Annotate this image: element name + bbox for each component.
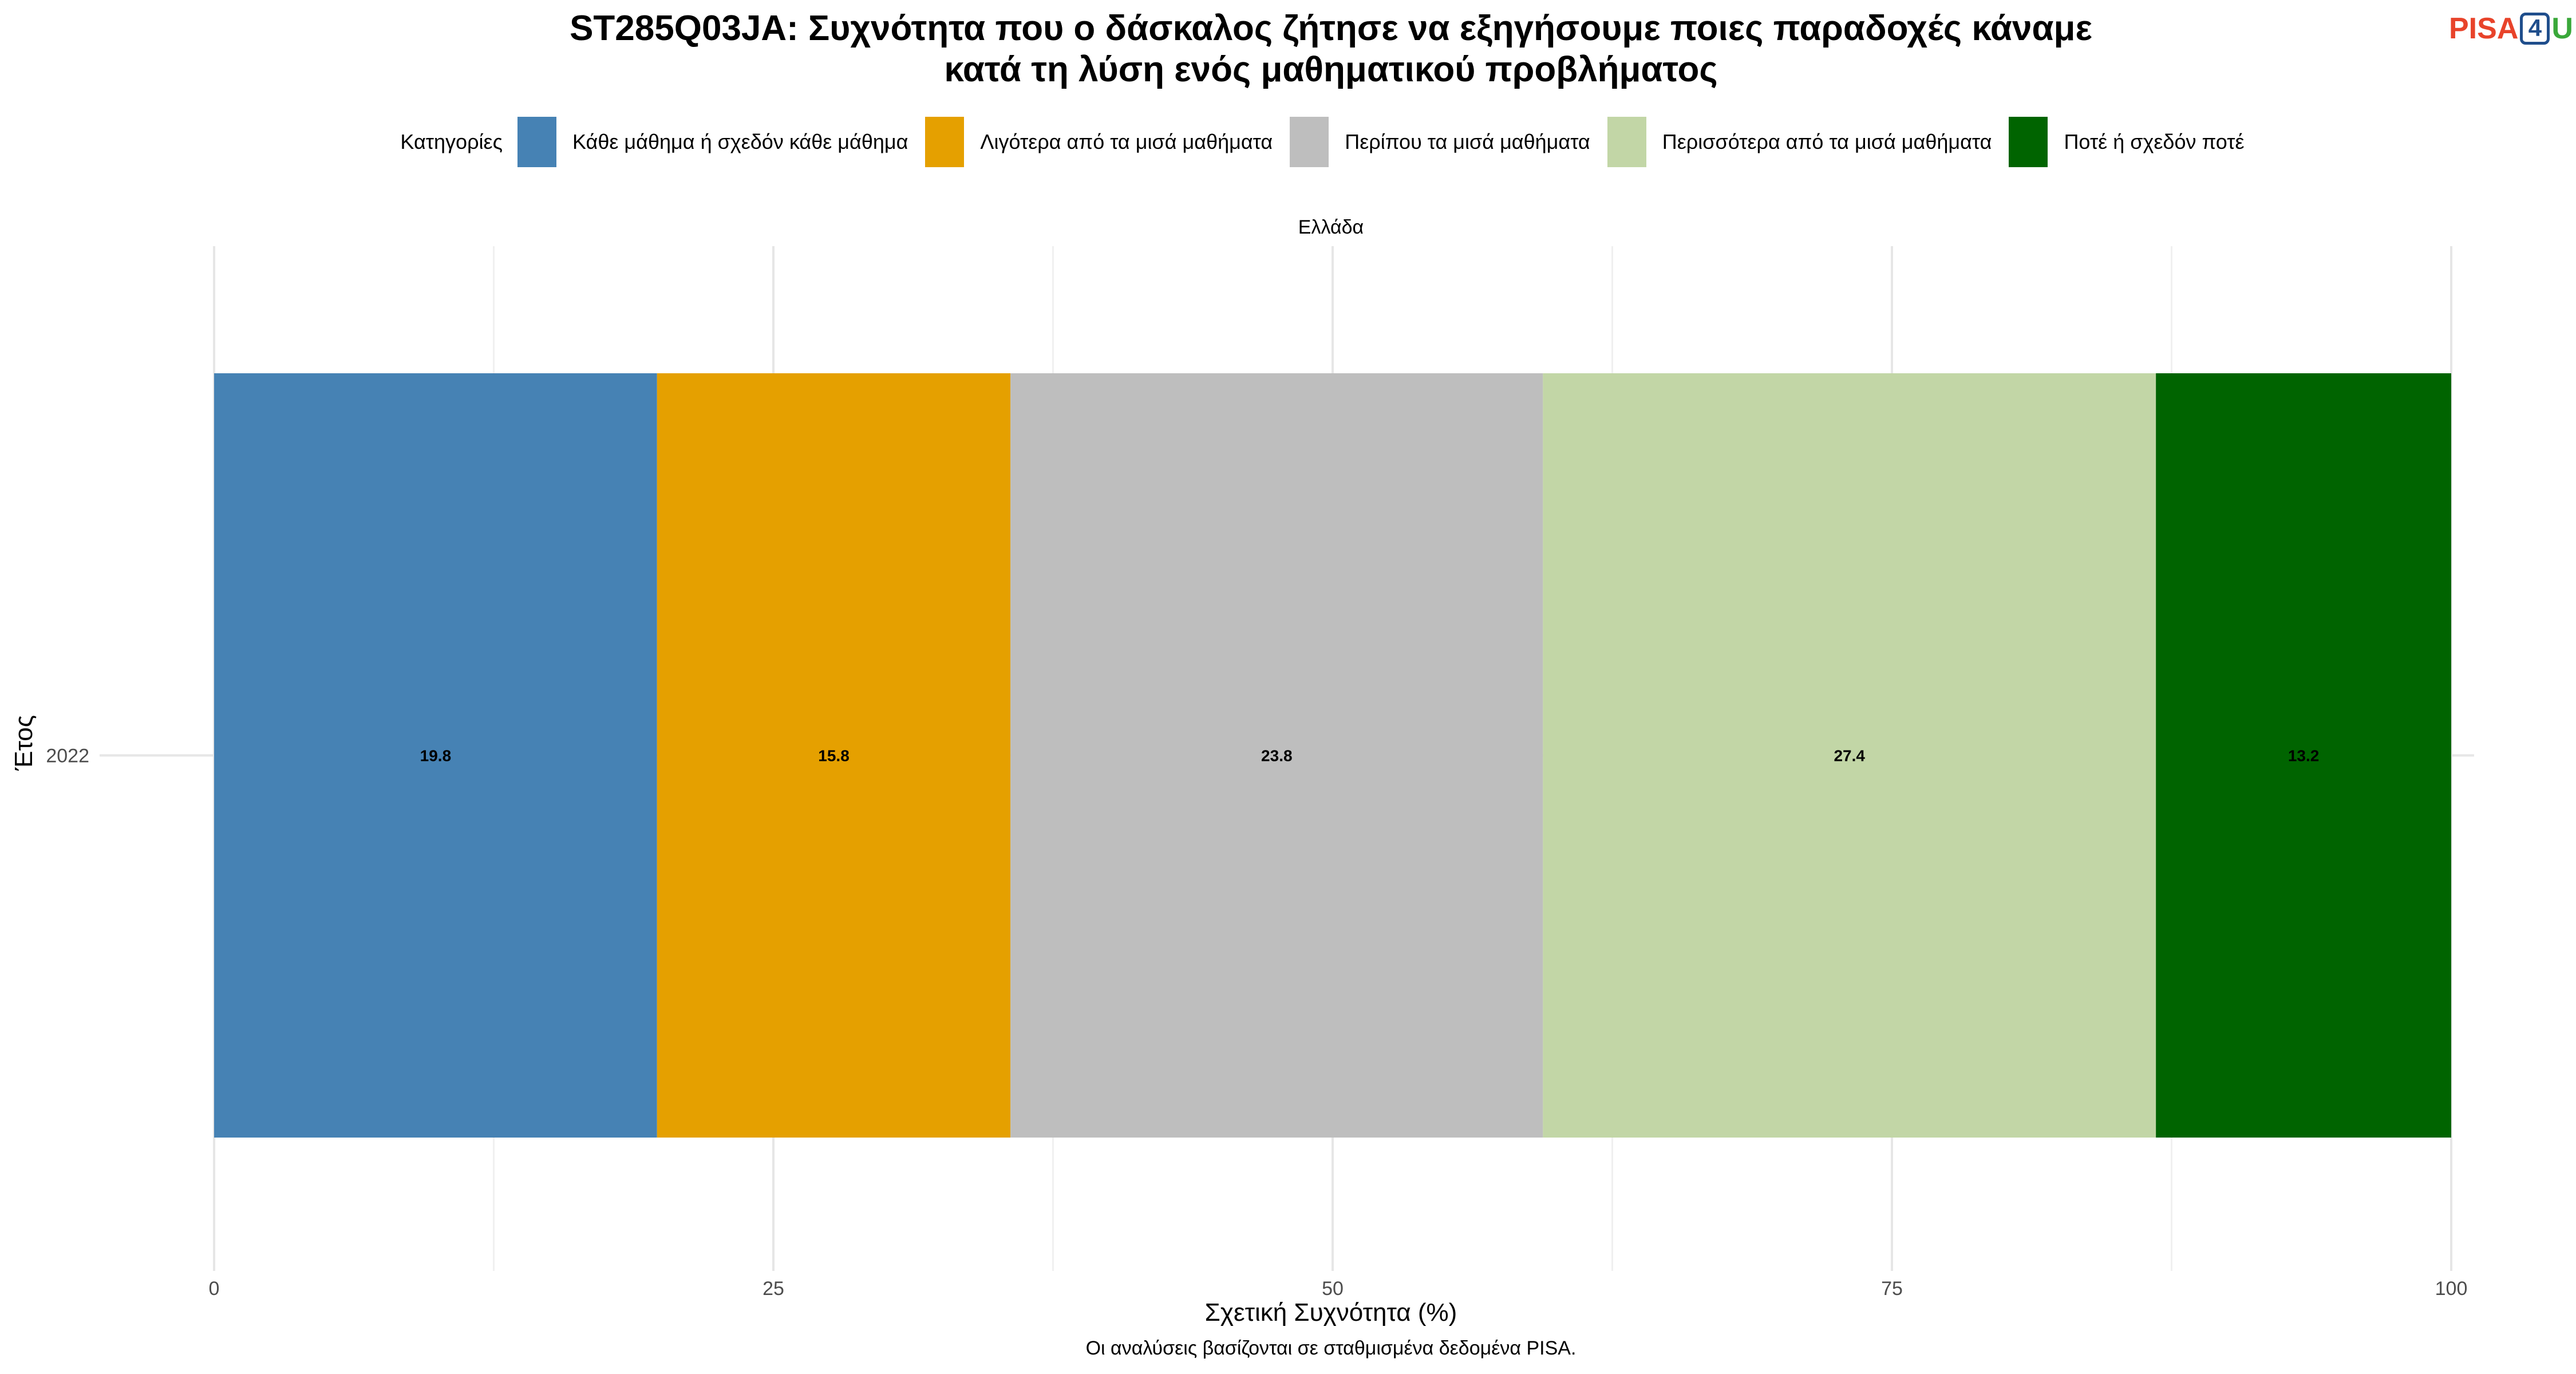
logo-pisa-text: PISA (2449, 12, 2519, 45)
bar-value-label: 19.8 (420, 747, 452, 765)
facet-label: Ελλάδα (1298, 216, 1364, 238)
logo-u-text: U (2551, 12, 2573, 45)
legend-item: Περισσότερα από τα μισά μαθήματα (1607, 117, 1992, 167)
x-tick-label: 50 (1322, 1278, 1344, 1300)
legend-swatch (925, 117, 965, 167)
legend-swatch (2009, 117, 2048, 167)
legend-label: Περίπου τα μισά μαθήματα (1345, 130, 1590, 153)
bar-value-label: 15.8 (818, 747, 850, 765)
bar-segment (214, 373, 657, 1138)
chart-caption: Οι αναλύσεις βασίζονται σε σταθμισμένα δ… (1085, 1337, 1577, 1359)
legend-label: Περισσότερα από τα μισά μαθήματα (1662, 130, 1992, 153)
bar-segment (1010, 373, 1543, 1138)
bar-value-label: 27.4 (1834, 747, 1865, 765)
chart-title-line-2: κατά τη λύση ενός μαθηματικού προβλήματο… (944, 50, 1718, 89)
x-tick-label: 0 (209, 1278, 220, 1300)
logo-four-badge: 4 (2520, 13, 2550, 45)
x-tick-label: 75 (1881, 1278, 1903, 1300)
bar-value-label: 23.8 (1261, 747, 1293, 765)
x-axis-title: Σχετική Συχνότητα (%) (1204, 1298, 1457, 1326)
chart-legend: Κατηγορίες Κάθε μάθημα ή σχεδόν κάθε μάθ… (0, 117, 2576, 167)
bar-segment (657, 373, 1011, 1138)
legend-swatch (517, 117, 556, 167)
legend-label: Λιγότερα από τα μισά μαθήματα (980, 130, 1273, 153)
y-axis-title: Έτος (10, 715, 38, 771)
chart-title-line-1: ST285Q03JA: Συχνότητα που ο δάσκαλος ζήτ… (570, 9, 2092, 48)
legend-swatch (1607, 117, 1646, 167)
legend-item: Κάθε μάθημα ή σχεδόν κάθε μάθημα (517, 117, 908, 167)
x-tick-label: 25 (762, 1278, 784, 1300)
legend-item: Λιγότερα από τα μισά μαθήματα (925, 117, 1273, 167)
legend-title: Κατηγορίες (400, 130, 503, 153)
legend-item: Ποτέ ή σχεδόν ποτέ (2009, 117, 2245, 167)
bar-segment (2156, 373, 2451, 1138)
y-tick-label: 2022 (46, 745, 89, 767)
legend-label: Ποτέ ή σχεδόν ποτέ (2064, 130, 2245, 153)
x-tick-label: 100 (2435, 1278, 2468, 1300)
pisa4u-logo: PISA 4 U (2449, 11, 2573, 46)
bar-segment (1543, 373, 2156, 1138)
legend-item: Περίπου τα μισά μαθήματα (1290, 117, 1590, 167)
legend-label: Κάθε μάθημα ή σχεδόν κάθε μάθημα (572, 130, 908, 153)
legend-swatch (1290, 117, 1329, 167)
bar-value-label: 13.2 (2288, 747, 2320, 765)
